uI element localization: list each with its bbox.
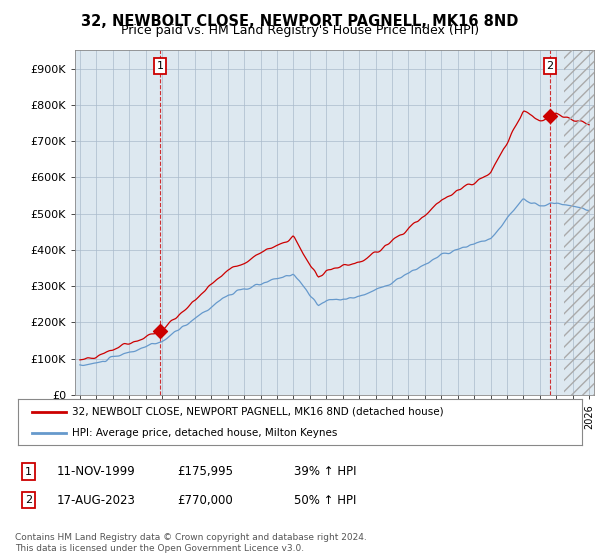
Text: 17-AUG-2023: 17-AUG-2023: [57, 493, 136, 507]
Text: 2: 2: [547, 61, 554, 71]
Text: 2: 2: [25, 495, 32, 505]
Text: Contains HM Land Registry data © Crown copyright and database right 2024.
This d: Contains HM Land Registry data © Crown c…: [15, 533, 367, 553]
Text: 11-NOV-1999: 11-NOV-1999: [57, 465, 136, 478]
Point: [545, 111, 555, 120]
Text: 39% ↑ HPI: 39% ↑ HPI: [294, 465, 356, 478]
Text: 32, NEWBOLT CLOSE, NEWPORT PAGNELL, MK16 8ND (detached house): 32, NEWBOLT CLOSE, NEWPORT PAGNELL, MK16…: [71, 407, 443, 417]
Text: 32, NEWBOLT CLOSE, NEWPORT PAGNELL, MK16 8ND: 32, NEWBOLT CLOSE, NEWPORT PAGNELL, MK16…: [82, 14, 518, 29]
Point: [155, 326, 165, 335]
Text: 1: 1: [157, 61, 163, 71]
Bar: [565, 50, 594, 395]
Text: £770,000: £770,000: [177, 493, 233, 507]
Bar: [565, 50, 594, 395]
Text: 50% ↑ HPI: 50% ↑ HPI: [294, 493, 356, 507]
Text: HPI: Average price, detached house, Milton Keynes: HPI: Average price, detached house, Milt…: [71, 428, 337, 438]
Text: Price paid vs. HM Land Registry's House Price Index (HPI): Price paid vs. HM Land Registry's House …: [121, 24, 479, 37]
Text: £175,995: £175,995: [177, 465, 233, 478]
Text: 1: 1: [25, 466, 32, 477]
